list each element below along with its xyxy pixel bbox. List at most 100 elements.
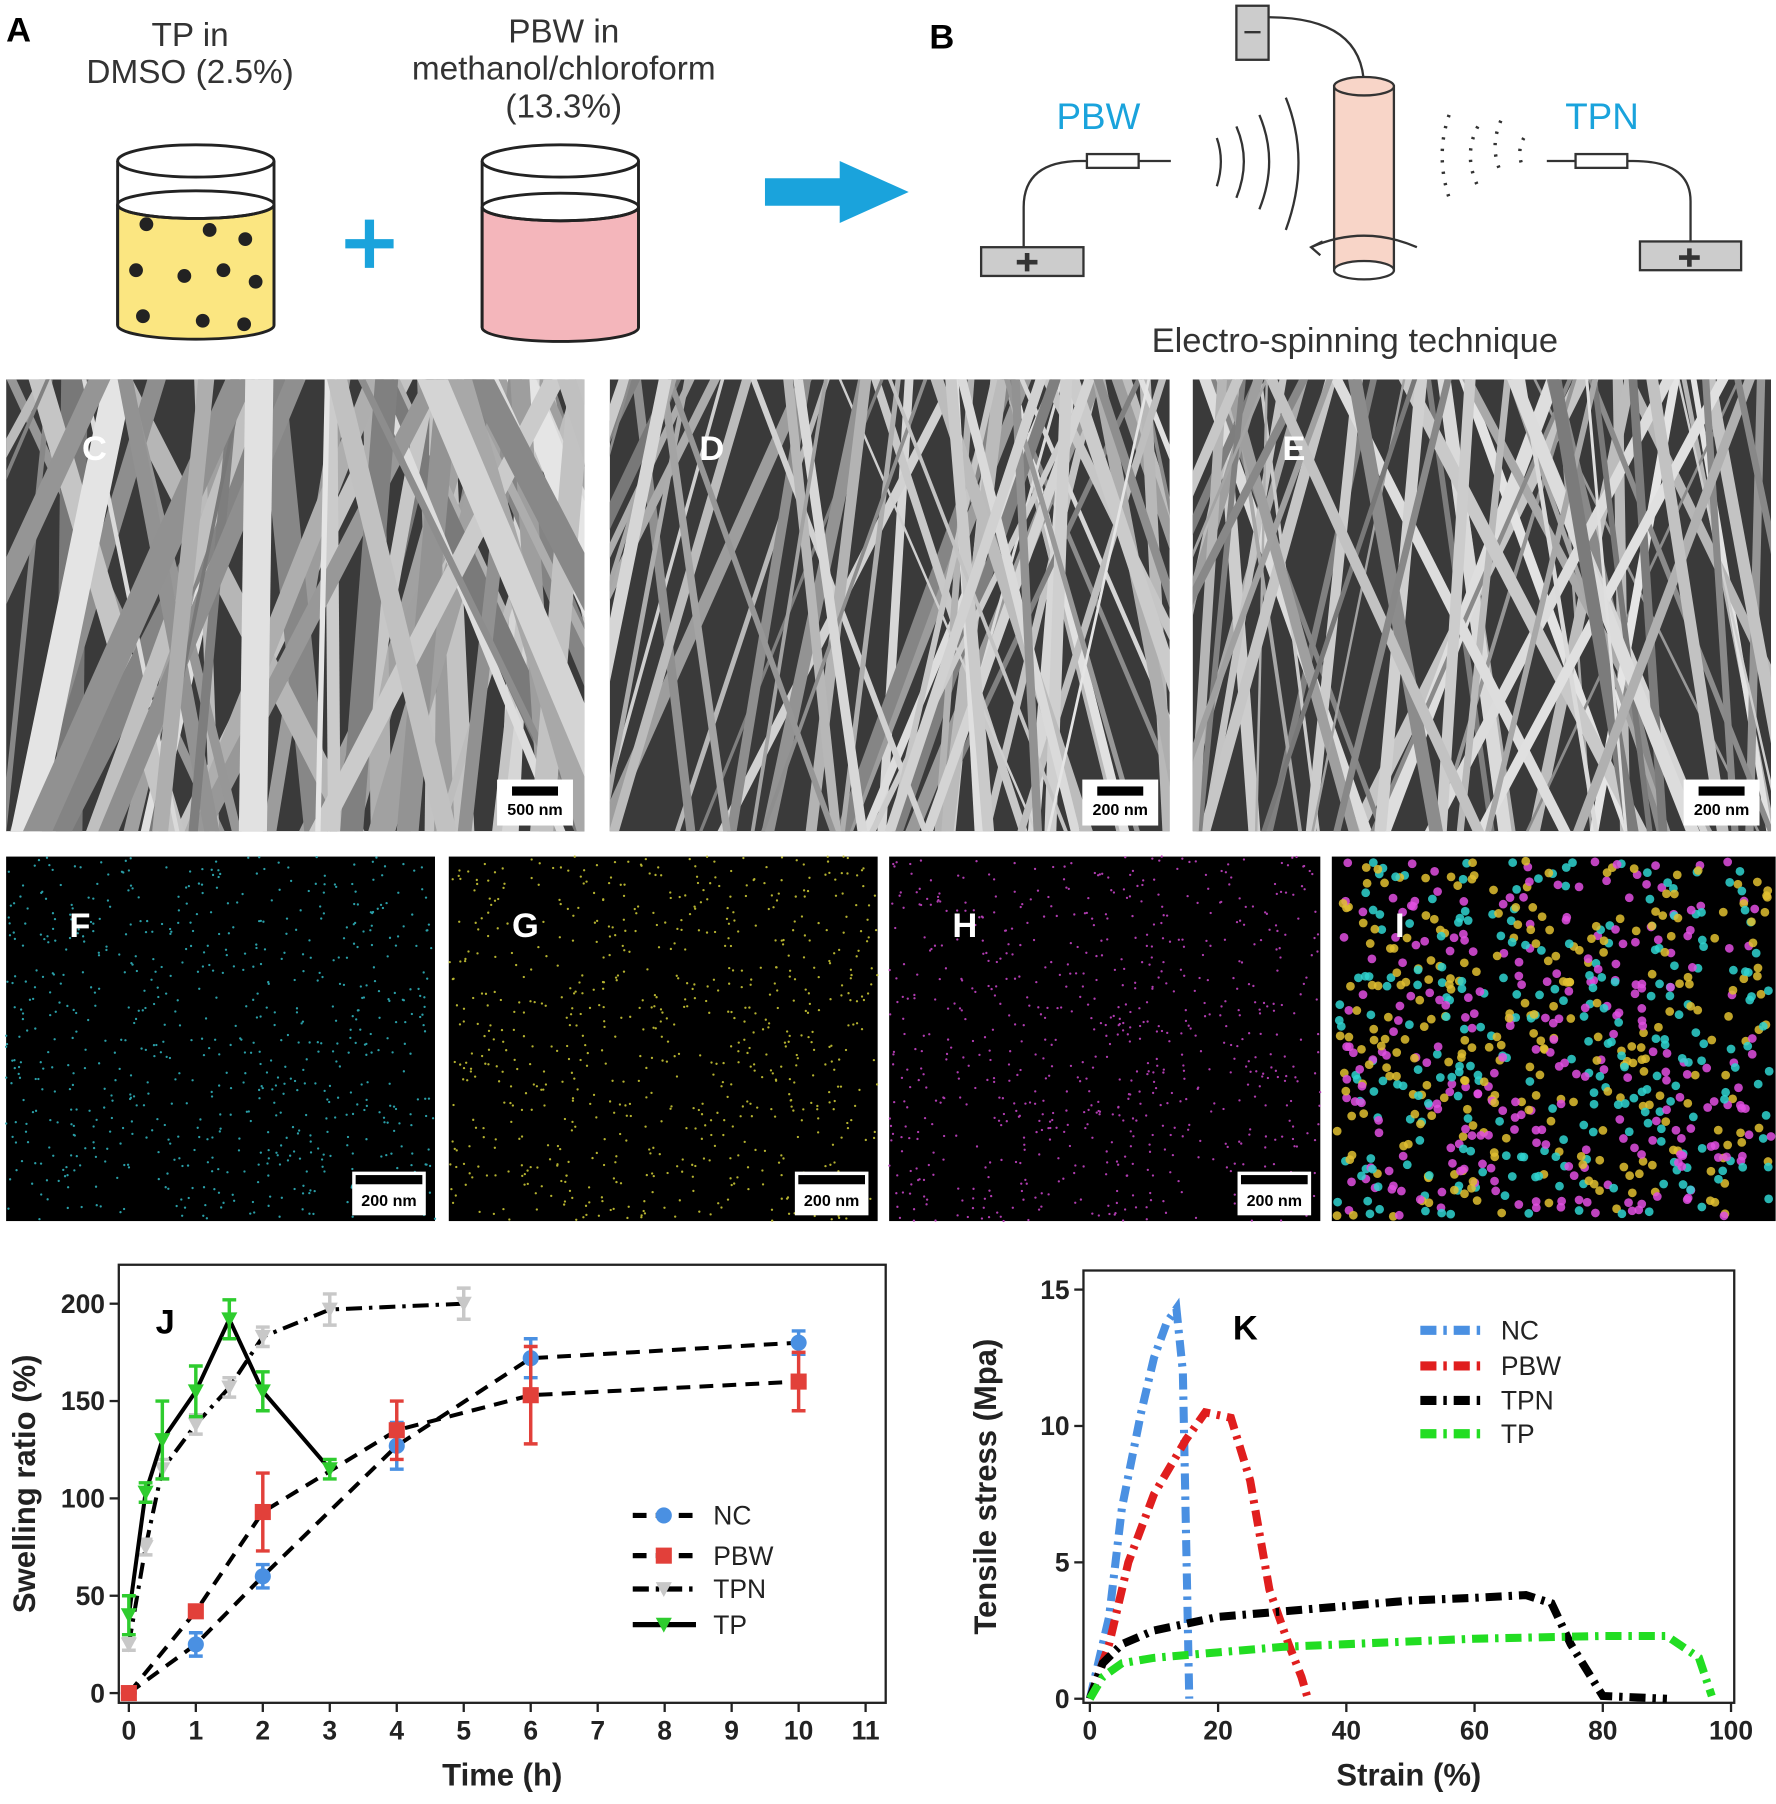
eds-dot [269,1059,273,1062]
eds-dot [1631,926,1641,936]
eds-dot [727,937,730,940]
eds-dot [623,949,626,952]
eds-dot [466,1079,469,1082]
eds-dot [180,1198,183,1201]
eds-dot [1585,971,1594,980]
eds-dot [641,999,644,1002]
eds-dot [54,939,57,942]
eds-dot [1274,1138,1277,1141]
eds-dot [1203,1001,1206,1005]
eds-dot [895,977,898,980]
marker [254,1384,271,1400]
eds-dot [356,903,360,906]
eds-dot [581,974,584,977]
eds-dot [622,918,625,921]
eds-dot [956,1214,959,1217]
eds-dot [44,897,48,900]
eds-dot [716,989,720,992]
eds-dot [1697,907,1706,917]
eds-dot [629,1114,632,1118]
eds-dot [560,996,563,999]
eds-dot [1286,864,1290,867]
eds-dot [382,1116,386,1119]
eds-dot [293,1187,296,1191]
eds-dot [1279,956,1282,959]
eds-dot [813,966,816,969]
eds-dot [293,1079,297,1083]
pbw-title: methanol/chloroform [412,50,716,87]
eds-dot [960,1009,963,1012]
eds-dot [53,917,57,921]
eds-dot [967,1064,970,1067]
eds-dot [1173,1126,1176,1129]
eds-dot [1065,985,1068,988]
eds-dot [688,857,691,861]
eds-dot [1098,1113,1101,1116]
eds-dot [1368,858,1378,867]
eds-dot [1247,1060,1250,1063]
eds-dot [1055,914,1058,918]
eds-dot [1686,1001,1695,1011]
eds-dot [1592,1056,1602,1065]
eds-dot [588,1201,591,1204]
eds-dot [273,1023,276,1027]
eds-dot [1209,944,1212,947]
eds-dot [1015,1109,1018,1113]
eds-dot [1332,1211,1342,1221]
eds-dot [155,1043,158,1047]
eds-dot [521,1174,524,1178]
eds-dot [727,1010,730,1013]
eds-dot [657,866,660,869]
eds-dot [274,1084,278,1087]
eds-dot [1710,933,1720,943]
eds-dot [1181,857,1184,860]
eds-dot [602,1005,605,1009]
eds-dot [1236,987,1239,990]
eds-dot [785,1030,789,1033]
eds-dot [52,1154,55,1157]
eds-dot [850,1118,853,1122]
eds-dot [1512,884,1521,894]
eds-dot [1740,967,1750,977]
eds-dot [715,1062,718,1065]
eds-dot [143,989,146,992]
tp-title: TP in [151,17,228,54]
eds-dot [1589,1099,1599,1109]
eds-dot [211,1136,214,1139]
eds-dot [258,1050,261,1053]
eds-dot [1677,1054,1687,1063]
eds-dot [354,890,357,893]
eds-dot [729,1177,732,1180]
eds-dot [1224,1000,1227,1003]
eds-dot [121,1126,125,1130]
eds-dot [1437,1187,1447,1197]
eds-dot [626,1216,629,1220]
eds-dot [1467,1131,1477,1140]
eds-dot [777,892,780,895]
eds-dot [1655,1091,1665,1101]
eds-dot [299,909,302,912]
eds-dot [51,868,54,872]
eds-dot [1421,873,1430,883]
eds-dot [242,968,245,972]
fiber [609,379,720,601]
eds-dot [529,1165,532,1169]
eds-dot [387,997,390,1001]
eds-dot [1629,864,1639,873]
eds-dot [1177,938,1180,941]
eds-dot [701,1102,704,1105]
eds-dot [1147,1070,1150,1073]
eds-dot [145,1136,148,1139]
eds-dot [129,1093,132,1096]
eds-dot [267,980,270,984]
eds-dot [328,1100,331,1104]
eds-dot [540,1088,543,1091]
eds-dot [423,1030,427,1033]
eds-dot [812,1048,816,1052]
eds-dot [189,944,193,948]
eds-dot [1580,1003,1590,1013]
eds-dot [1088,1090,1091,1093]
eds-dot [1557,1196,1566,1206]
eds-dot [484,1062,487,1065]
eds-dot [695,875,699,878]
